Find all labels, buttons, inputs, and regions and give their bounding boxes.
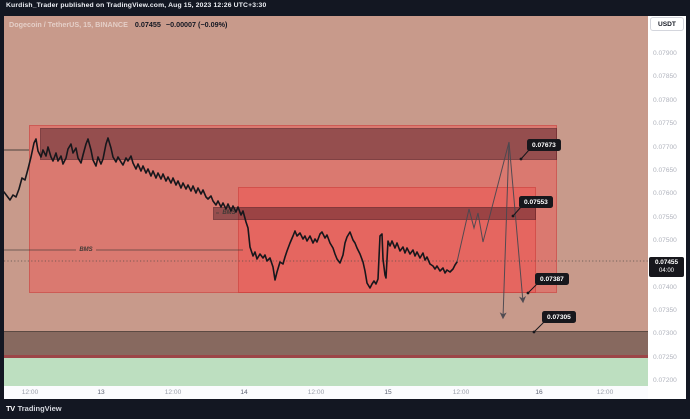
price-axis[interactable]: USDT 0.07900 0.07850 0.07800 0.07750 0.07700… — [648, 16, 686, 399]
time-axis-label: 12:00 — [452, 389, 470, 396]
last-price-tag-value: 0.07455 — [654, 259, 679, 266]
time-axis-label: 14 — [240, 389, 248, 396]
bar-countdown: 04:00 — [658, 267, 674, 274]
supply-zone-2 — [238, 187, 536, 293]
supply-band-1 — [40, 128, 557, 160]
left-border — [0, 16, 4, 399]
time-axis-label: 13 — [97, 389, 105, 396]
price-axis-label: 0.07700 — [653, 144, 677, 151]
tradingview-logo-icon: TV — [6, 404, 15, 413]
tradingview-logo-text: TradingView — [17, 404, 62, 413]
time-axis-label: 16 — [535, 389, 543, 396]
price-axis-label: 0.07850 — [653, 73, 677, 80]
bms-label: BMS — [79, 247, 93, 253]
price-axis-label: 0.07750 — [653, 120, 677, 127]
time-axis-label: 12:00 — [164, 389, 182, 396]
price-axis-label: 0.07250 — [653, 354, 677, 361]
price-callout: 0.07673 — [527, 139, 561, 151]
price-axis-label: 0.07600 — [653, 190, 677, 197]
price-axis-label: 0.07200 — [653, 377, 677, 384]
time-axis-label: 12:00 — [596, 389, 614, 396]
bms-label: BMS — [222, 210, 236, 216]
target-band-brown — [4, 331, 648, 355]
price-axis-label: 0.07900 — [653, 50, 677, 57]
last-price: 0.07455 — [134, 20, 161, 29]
snapshot-header: Kurdish_Trader published on TradingView.… — [0, 0, 690, 16]
price-axis-label: 0.07800 — [653, 97, 677, 104]
supply-band-2 — [213, 207, 536, 220]
time-axis-label: 12:00 — [307, 389, 325, 396]
last-price-tag: 0.07455 04:00 — [649, 257, 684, 277]
symbol-legend: Dogecoin / TetherUS, 15, BINANCE 0.07455−… — [9, 20, 227, 29]
price-axis-label: 0.07500 — [653, 237, 677, 244]
currency-toggle-button[interactable]: USDT — [650, 17, 684, 31]
right-border — [686, 16, 690, 399]
price-callout: 0.07305 — [542, 311, 576, 323]
price-callout: 0.07553 — [519, 196, 553, 208]
price-axis-label: 0.07550 — [653, 214, 677, 221]
symbol-title: Dogecoin / TetherUS, 15, BINANCE — [9, 20, 128, 29]
price-axis-label: 0.07650 — [653, 167, 677, 174]
price-change: −0.00007 (−0.09%) — [165, 20, 228, 29]
time-axis-label: 12:00 — [21, 389, 39, 396]
tradingview-logo[interactable]: TV TradingView — [6, 404, 62, 413]
price-axis-label: 0.07300 — [653, 330, 677, 337]
price-callout: 0.07387 — [535, 273, 569, 285]
price-axis-label: 0.07350 — [653, 307, 677, 314]
price-axis-label: 0.07400 — [653, 284, 677, 291]
target-band-redline — [4, 355, 648, 358]
snapshot-header-text: Kurdish_Trader published on TradingView.… — [6, 2, 267, 9]
session-band-green — [4, 358, 648, 386]
time-axis[interactable]: 12:00 13 12:00 14 12:00 15 12:00 16 12:00 — [4, 386, 648, 399]
snapshot-footer: TV TradingView — [0, 399, 690, 419]
time-axis-label: 15 — [384, 389, 392, 396]
